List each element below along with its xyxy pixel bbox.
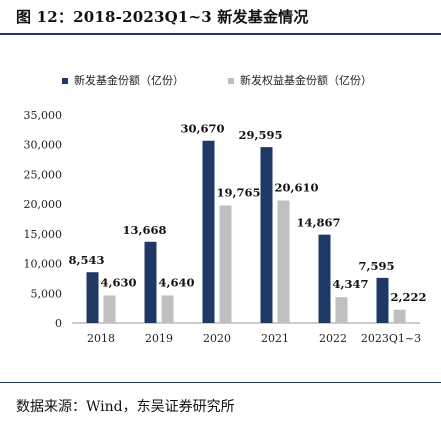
source-note: 数据来源：Wind，东吴证券研究所 bbox=[16, 399, 235, 415]
y-tick-label: 5,000 bbox=[31, 287, 63, 300]
y-tick-label: 35,000 bbox=[24, 109, 63, 122]
bar-new-equity-fund bbox=[161, 295, 174, 323]
x-tick-label: 2019 bbox=[145, 332, 173, 345]
bar-new-equity-fund bbox=[277, 200, 290, 323]
legend-swatch-1 bbox=[62, 78, 68, 84]
x-tick-label: 2020 bbox=[203, 332, 231, 345]
bar-new-equity-fund bbox=[393, 309, 406, 323]
bottom-rule bbox=[0, 382, 441, 383]
data-label: 4,640 bbox=[159, 275, 195, 289]
bar-new-fund bbox=[260, 147, 273, 323]
y-tick-label: 25,000 bbox=[24, 168, 63, 181]
y-tick-label: 15,000 bbox=[24, 228, 63, 241]
data-label: 8,543 bbox=[68, 253, 104, 267]
bar-new-fund bbox=[202, 140, 215, 323]
legend-label-1: 新发基金份额（亿份） bbox=[74, 73, 184, 87]
top-rule bbox=[0, 33, 441, 35]
y-tick-label: 20,000 bbox=[24, 198, 63, 211]
figure-title: 图 12：2018-2023Q1~3 新发基金情况 bbox=[16, 8, 309, 26]
data-label: 20,610 bbox=[275, 181, 319, 195]
x-tick-label: 2022 bbox=[319, 332, 347, 345]
bar-new-fund bbox=[144, 241, 157, 323]
x-tick-label: 2018 bbox=[87, 332, 115, 345]
data-label: 14,867 bbox=[296, 216, 340, 230]
bar-new-fund bbox=[318, 234, 331, 323]
x-tick-label: 2023Q1~3 bbox=[361, 332, 421, 345]
bar-new-fund bbox=[86, 272, 99, 323]
data-label: 2,222 bbox=[391, 290, 427, 304]
data-label: 13,668 bbox=[122, 223, 166, 237]
x-tick-label: 2021 bbox=[261, 332, 289, 345]
data-label: 29,595 bbox=[238, 128, 282, 142]
bar-new-fund bbox=[376, 277, 389, 323]
bar-chart: 新发基金份额（亿份） 新发权益基金份额（亿份） 0 5,000 10,000 15,000… bbox=[24, 73, 427, 345]
y-tick-label: 30,000 bbox=[24, 139, 63, 152]
data-label: 4,630 bbox=[101, 275, 137, 289]
figure-header: 图 12：2018-2023Q1~3 新发基金情况 bbox=[0, 0, 441, 38]
legend-label-2: 新发权益基金份额（亿份） bbox=[240, 73, 372, 87]
data-label: 19,765 bbox=[217, 186, 261, 200]
y-tick-label: 10,000 bbox=[24, 258, 63, 271]
bar-new-equity-fund bbox=[219, 205, 232, 323]
data-label: 4,347 bbox=[333, 277, 369, 291]
y-tick-label: 0 bbox=[55, 317, 62, 330]
bar-new-equity-fund bbox=[103, 295, 116, 323]
legend-swatch-2 bbox=[228, 78, 234, 84]
data-label: 30,670 bbox=[180, 122, 224, 136]
data-label: 7,595 bbox=[358, 259, 394, 273]
bar-new-equity-fund bbox=[335, 297, 348, 323]
